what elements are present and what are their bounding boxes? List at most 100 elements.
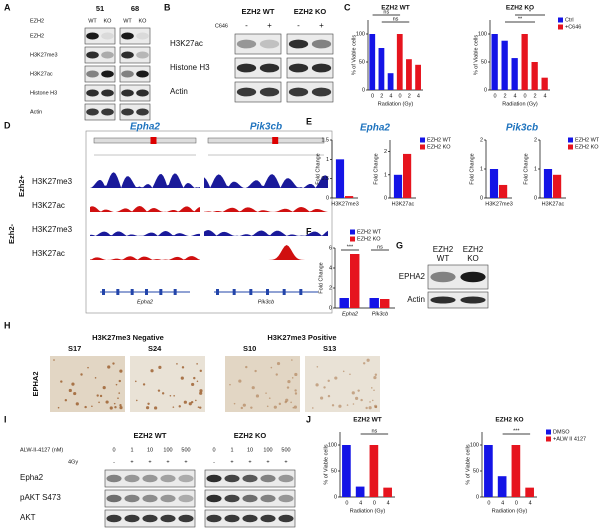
stain-dot: [118, 392, 121, 394]
blot: [104, 469, 196, 488]
y-tick-label: 1: [480, 166, 483, 172]
x-tick-label: H3K27me3: [331, 201, 359, 207]
stain-dot: [331, 404, 335, 407]
ideogram-mark: [150, 137, 157, 144]
significance-label: **: [518, 16, 523, 22]
band: [224, 474, 240, 483]
band: [101, 51, 114, 59]
panel-label: B: [164, 2, 171, 12]
row-label: H3K27ac: [170, 39, 203, 48]
blot: [286, 57, 334, 79]
x-tick-label: 0: [493, 93, 496, 99]
band: [121, 89, 134, 97]
band: [106, 494, 122, 503]
row-label: Histone H3: [30, 90, 57, 96]
row-label: H3K27me3: [30, 52, 58, 58]
stain-dot: [173, 394, 175, 397]
lane-sign: +: [148, 459, 151, 465]
treatment: C646: [215, 23, 228, 29]
band: [288, 39, 309, 49]
x-tick-label: 4: [501, 500, 504, 506]
panel-label: D: [4, 120, 11, 130]
stain-dot: [112, 362, 115, 365]
x-tick-label: 4: [417, 93, 420, 99]
x-tick-label: 0: [371, 93, 374, 99]
band: [136, 32, 149, 40]
blot-group: EZH2 KO: [294, 7, 327, 16]
stain-dot: [172, 406, 175, 408]
histology-image: [50, 356, 125, 412]
band: [242, 494, 258, 503]
group-label: H3K27me3 Negative: [92, 333, 164, 342]
lane-sign: -: [297, 21, 300, 30]
stain-dot: [197, 406, 200, 408]
blot: [234, 33, 282, 55]
x-tick-label: 0: [523, 93, 526, 99]
stain-dot: [371, 399, 374, 402]
y-tick-label: 100: [470, 442, 479, 448]
stain-dot: [290, 401, 292, 404]
band: [160, 474, 176, 483]
lane-sign: -: [213, 459, 215, 465]
dose-label: 100: [163, 447, 172, 453]
gene-title: Pik3cb: [250, 122, 282, 133]
stain-dot: [180, 376, 184, 380]
x-tick-label: 4: [513, 93, 516, 99]
refseq-label: Epha2: [137, 299, 153, 305]
blot: [119, 46, 151, 64]
exon: [249, 289, 253, 295]
x-tick-label: 0: [373, 500, 376, 506]
x-tick-label: 2: [380, 93, 383, 99]
legend-swatch: [420, 137, 425, 143]
x-tick-label: 4: [359, 500, 362, 506]
legend-swatch: [558, 17, 563, 23]
dose-label: 500: [281, 447, 290, 453]
bar: [403, 153, 412, 198]
stain-dot: [102, 386, 106, 390]
blot: [84, 46, 116, 64]
track-label: H3K27ac: [32, 249, 65, 258]
stain-dot: [199, 391, 203, 395]
band: [260, 474, 276, 483]
stain-dot: [291, 377, 294, 379]
stain-dot: [96, 394, 99, 397]
stain-dot: [316, 365, 319, 368]
bar: [525, 487, 534, 497]
stain-dot: [178, 405, 181, 408]
stain-dot: [360, 398, 363, 402]
x-tick-label: H3K27ac: [392, 201, 415, 207]
band: [101, 70, 114, 78]
y-tick-label: 1: [326, 157, 329, 163]
bar: [541, 77, 548, 90]
blot-group: EZH2 WT: [134, 431, 167, 440]
stain-dot: [254, 369, 257, 373]
stain-dot: [357, 389, 360, 392]
panel-label: C: [344, 2, 351, 12]
stain-dot: [115, 383, 118, 386]
stain-dot: [107, 365, 111, 369]
bar: [383, 487, 392, 497]
band: [86, 70, 99, 78]
stain-dot: [334, 376, 338, 380]
lane-label: KO: [104, 18, 113, 24]
band: [260, 514, 276, 523]
group-label: Ezh2+: [17, 174, 26, 197]
x-tick-label: 2: [503, 93, 506, 99]
stain-dot: [154, 406, 158, 410]
lane-sign: +: [266, 459, 269, 465]
blot-header: EZH2: [30, 18, 44, 24]
stain-dot: [362, 362, 366, 365]
stain-dot: [342, 370, 345, 373]
y-axis-label: % of Viable cells: [473, 35, 479, 76]
stain-dot: [145, 406, 150, 410]
exon: [145, 289, 148, 295]
stain-dot: [191, 382, 195, 387]
stain-dot: [315, 383, 319, 387]
blot: [104, 489, 196, 508]
legend-label: EZH2 KO: [357, 236, 381, 242]
bar: [393, 174, 403, 198]
y-tick-label: 2: [480, 137, 483, 143]
band: [86, 32, 99, 40]
stain-dot: [338, 404, 342, 408]
bar: [335, 159, 345, 198]
